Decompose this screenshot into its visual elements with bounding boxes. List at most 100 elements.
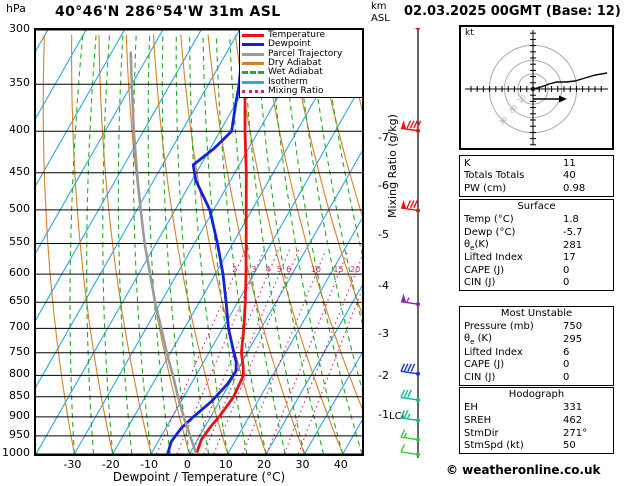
table-title: Most Unstable [500,308,573,319]
temperature-tick-label: -10 [140,458,159,471]
most-unstable-table: Most Unstable Pressure (mb) 750 θe (K) 295 Li… [459,306,614,386]
temperature-tick-label: 20 [257,458,272,471]
table-key: Totals Totals [464,170,525,182]
height-datum-label: ASL [371,13,390,24]
temperature-tick-label: 0 [183,458,191,471]
table-value: 0 [563,359,570,371]
table-row: SREH 462 [460,414,613,427]
hodograph-ring-label: 20 [507,103,519,115]
pressure-tick-label: 600 [9,266,30,280]
table-row: Dewp (°C) -5.7 [460,226,613,239]
mixing-ratio-label: 20 [350,265,360,274]
table-key: Dewp (°C) [464,226,516,238]
indices-table: K 11 Totals Totals 40 PW (cm) 0.98 [459,155,614,197]
wind-barb [400,293,420,307]
pressure-tick-label: 700 [9,320,30,334]
pressure-tick-label: 300 [9,22,30,35]
height-tick-label: -1 [378,407,389,421]
surface-table: Surface Temp (°C) 1.8 Dewp (°C) -5.7 θe(K) 281… [459,199,614,292]
height-tick-label: -4 [378,279,389,293]
table-key: CIN (J) [464,277,496,289]
wind-barb [400,444,420,457]
table-key: Temp (°C) [464,214,514,226]
table-key: Pressure (mb) [464,321,534,333]
table-key: StmSpd (kt) [464,440,524,452]
table-value: 0 [563,371,570,383]
table-value: 750 [563,321,583,333]
page-title: 40°46'N 286°54'W 31m ASL [55,4,281,20]
height-tick-label: -7 [378,131,389,144]
table-key: PW (cm) [464,182,507,194]
pressure-tick-label: 800 [9,367,30,381]
table-row: CIN (J) 0 [460,277,613,290]
mixing-ratio-label: 5 [277,265,282,274]
table-row: StmDir 271° [460,427,613,440]
table-key: EH [464,402,478,414]
table-key: θe(K) [464,238,489,252]
profile-temperature [194,30,249,454]
profile-parcel-trajectory [129,51,198,454]
pressure-unit-label: hPa [6,2,26,15]
temperature-tick-label: 30 [295,458,310,471]
pressure-tick-label: 1000 [2,446,30,459]
skewt-canvas: 2345610152025 [36,30,362,454]
mixing-ratio-label: 15 [333,265,343,274]
wind-barb [400,120,422,133]
table-value: 50 [563,440,576,452]
mixing-ratio-label: 10 [311,265,321,274]
legend-item: Dry Adiabat [242,59,360,68]
table-key: θe (K) [464,332,492,346]
pressure-tick-label: 400 [9,123,30,137]
table-row: Lifted Index 17 [460,251,613,264]
pressure-tick-label: 850 [9,388,30,402]
temperature-tick-label: -20 [101,458,120,471]
table-value: 11 [563,157,576,169]
mixing-ratio-label: 4 [265,265,270,274]
table-title: Surface [517,201,556,212]
height-tick-label: -5 [378,227,389,241]
table-value: 0 [563,264,570,276]
table-row: Temp (°C) 1.8 [460,214,613,227]
hodograph-unit-label: kt [465,28,474,38]
x-axis-title: Dewpoint / Temperature (°C) [112,470,286,484]
legend-item: Parcel Trajectory [242,48,360,59]
hodograph-panel: kt 10 20 30 [459,25,614,150]
pressure-tick-label: 950 [9,427,30,441]
table-value: 295 [563,333,583,345]
table-key: StmDir [464,427,499,439]
legend-item: Isotherm [242,77,360,86]
wind-barb [400,410,420,423]
table-key: CIN (J) [464,371,496,383]
mixing-ratio-label: 3 [251,265,256,274]
legend-swatch [242,43,264,47]
pressure-tick-label: 900 [9,408,30,422]
table-row: Pressure (mb) 750 [460,321,613,334]
table-value: 271° [563,427,588,439]
profile-dewpoint [166,30,244,454]
wind-barb-column [400,28,422,458]
table-row: Totals Totals 40 [460,170,613,183]
pressure-tick-label: 750 [9,344,30,358]
legend-swatch [242,89,264,93]
temperature-axis: -30 -20 -10 0 10 20 30 40 [34,458,364,472]
pressure-tick-label: 500 [9,201,30,215]
table-key: CAPE (J) [464,264,505,276]
wind-barb [400,429,420,442]
table-value: 40 [563,170,576,182]
pressure-tick-label: 350 [9,76,30,90]
legend-label: Mixing Ratio [268,85,324,96]
table-value: 0.98 [563,182,586,194]
temperature-tick-label: -30 [63,458,82,471]
legend-label: Parcel Trajectory [268,48,343,59]
legend-label: Temperature [268,30,326,41]
pressure-tick-label: 550 [9,235,30,249]
legend-label: Isotherm [268,76,308,87]
temperature-tick-label: 40 [333,458,348,471]
legend-swatch [242,62,264,66]
height-unit-label: km [371,1,387,12]
legend-label: Dry Adiabat [268,58,322,69]
hodograph-stats-table: Hodograph EH 331 SREH 462 StmDir 271° StmSpd (k… [459,387,614,454]
mixing-ratio-label: 6 [286,265,291,274]
table-row: θe(K) 281 [460,239,613,252]
hodograph-ring-label: 10 [516,93,528,105]
